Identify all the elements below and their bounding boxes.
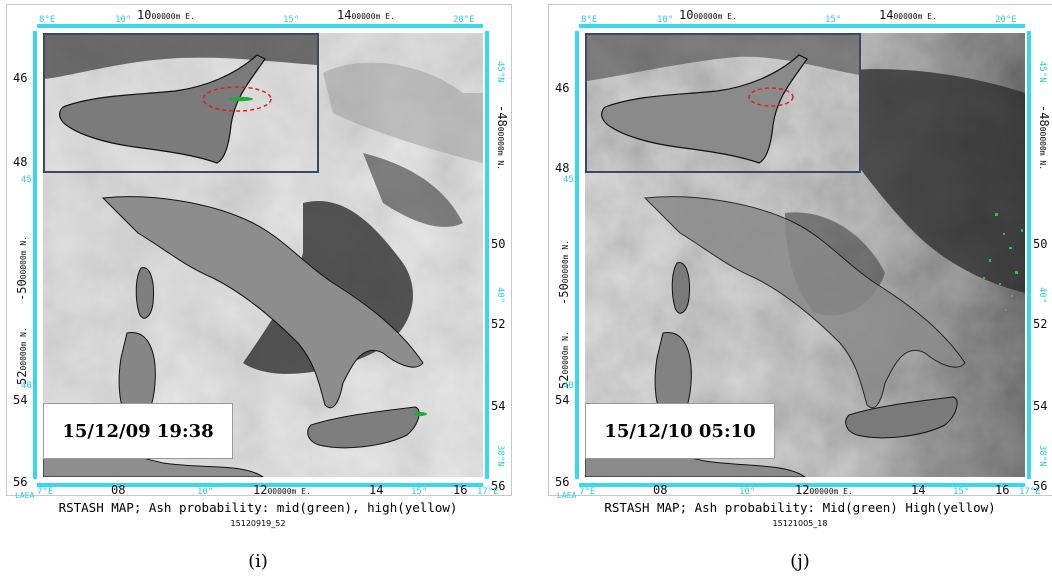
left-deg-40: 40° xyxy=(21,381,38,391)
left-axis-54: 54 xyxy=(13,393,28,407)
top-cyan-axis xyxy=(37,24,483,28)
bottom-deg-17e: 17°E xyxy=(1019,487,1041,497)
bottom-deg-10: 10° xyxy=(197,487,214,497)
map-frame: 1000000m E. 1400000m E. 8°E 10° 15° 20°E… xyxy=(6,4,512,500)
top-deg-15: 15° xyxy=(825,15,842,25)
right-axis-54: 54 xyxy=(491,399,506,413)
top-deg-8e: 8°E xyxy=(39,15,56,25)
left-deg-45: 45° xyxy=(563,175,580,185)
right-deg-38n: 38°N xyxy=(495,445,505,467)
panel-label: (j) xyxy=(790,551,810,572)
bottom-deg-15: 15° xyxy=(953,487,970,497)
left-cyan-axis xyxy=(33,31,37,479)
right-axis-52: 52 xyxy=(491,317,506,331)
bottom-cyan-axis xyxy=(37,483,483,487)
timestamp-label: 15/12/09 19:38 xyxy=(43,403,233,459)
left-axis-48: 48 xyxy=(555,161,570,175)
bottom-axis-08: 08 xyxy=(111,483,126,497)
map-caption: RSTASH MAP; Ash probability: Mid(green) … xyxy=(604,500,996,515)
right-axis-56: 56 xyxy=(491,479,506,493)
top-axis-14: 1400000m E. xyxy=(879,8,937,22)
right-axis-52: 52 xyxy=(1033,317,1048,331)
left-axis-56: 56 xyxy=(555,475,570,489)
left-axis-50: -5000000m N. xyxy=(15,235,29,301)
bottom-axis-16: 16 xyxy=(453,483,468,497)
left-deg-45: 45° xyxy=(21,175,38,185)
left-axis-56: 56 xyxy=(13,475,28,489)
bottom-deg-7e: 7°E xyxy=(579,487,596,497)
top-axis-14: 1400000m E. xyxy=(337,8,395,22)
bottom-axis-12: 1200000m E. xyxy=(795,483,853,497)
right-axis-56: 56 xyxy=(1033,479,1048,493)
zoom-inset xyxy=(585,33,861,173)
satellite-image xyxy=(585,33,1025,477)
bottom-deg-15: 15° xyxy=(411,487,428,497)
right-deg-38n: 38°N xyxy=(1037,445,1047,467)
right-deg-45n: 45°N xyxy=(1037,61,1047,83)
bottom-deg-10: 10° xyxy=(739,487,756,497)
top-deg-10: 10° xyxy=(657,15,674,25)
map-id: 15121005_18 xyxy=(772,519,828,528)
left-axis-54: 54 xyxy=(555,393,570,407)
left-cyan-axis xyxy=(575,31,579,479)
top-deg-20e: 20°E xyxy=(995,15,1017,25)
timestamp-label: 15/12/10 05:10 xyxy=(585,403,775,459)
right-cyan-axis xyxy=(1027,31,1031,479)
map-id: 15120919_52 xyxy=(230,519,286,528)
right-axis-50: 50 xyxy=(1033,237,1048,251)
panel-j: 1000000m E. 1400000m E. 8°E 10° 15° 20°E… xyxy=(544,0,1052,588)
right-deg-45n: 45°N xyxy=(495,61,505,83)
bottom-deg-17e: 17°E xyxy=(477,487,499,497)
left-axis-48: 48 xyxy=(13,155,28,169)
bottom-deg-7e: 7°E xyxy=(37,487,54,497)
map-frame: 1000000m E. 1400000m E. 8°E 10° 15° 20°E… xyxy=(548,4,1052,500)
top-deg-10: 10° xyxy=(115,15,132,25)
satellite-image xyxy=(43,33,483,477)
panel-i: 1000000m E. 1400000m E. 8°E 10° 15° 20°E… xyxy=(2,0,514,588)
laea-label: LAEA xyxy=(557,491,577,500)
panel-label: (i) xyxy=(248,551,268,572)
right-axis-48: -4800000m N. xyxy=(1037,105,1051,171)
bottom-axis-16: 16 xyxy=(995,483,1010,497)
right-axis-48: -4800000m N. xyxy=(495,105,509,171)
laea-label: LAEA xyxy=(15,491,35,500)
zoom-inset xyxy=(43,33,319,173)
right-deg-40: 40° xyxy=(495,287,505,304)
bottom-axis-12: 1200000m E. xyxy=(253,483,311,497)
left-axis-46: 46 xyxy=(13,71,28,85)
right-axis-54: 54 xyxy=(1033,399,1048,413)
bottom-cyan-axis xyxy=(579,483,1025,487)
left-axis-50: -5000000m N. xyxy=(557,239,571,305)
bottom-axis-08: 08 xyxy=(653,483,668,497)
top-deg-15: 15° xyxy=(283,15,300,25)
left-axis-52: 5200000m N. xyxy=(15,327,29,385)
bottom-axis-14: 14 xyxy=(911,483,926,497)
right-cyan-axis xyxy=(485,31,489,479)
right-axis-50: 50 xyxy=(491,237,506,251)
left-axis-46: 46 xyxy=(555,81,570,95)
right-deg-40: 40° xyxy=(1037,287,1047,304)
top-axis-10: 1000000m E. xyxy=(137,8,195,22)
top-deg-8e: 8°E xyxy=(581,15,598,25)
map-caption: RSTASH MAP; Ash probability: mid(green),… xyxy=(58,500,458,515)
bottom-axis-14: 14 xyxy=(369,483,384,497)
top-cyan-axis xyxy=(579,24,1025,28)
left-deg-40: 40° xyxy=(563,381,580,391)
top-axis-10: 1000000m E. xyxy=(679,8,737,22)
top-deg-20e: 20°E xyxy=(453,15,475,25)
